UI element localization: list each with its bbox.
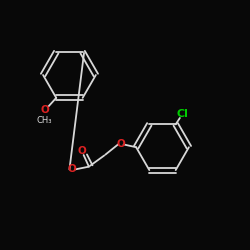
Text: O: O — [116, 140, 125, 149]
Text: Cl: Cl — [177, 109, 188, 119]
Text: O: O — [41, 105, 50, 115]
Text: O: O — [68, 164, 76, 174]
Text: O: O — [78, 146, 86, 156]
Text: CH₃: CH₃ — [36, 116, 52, 126]
